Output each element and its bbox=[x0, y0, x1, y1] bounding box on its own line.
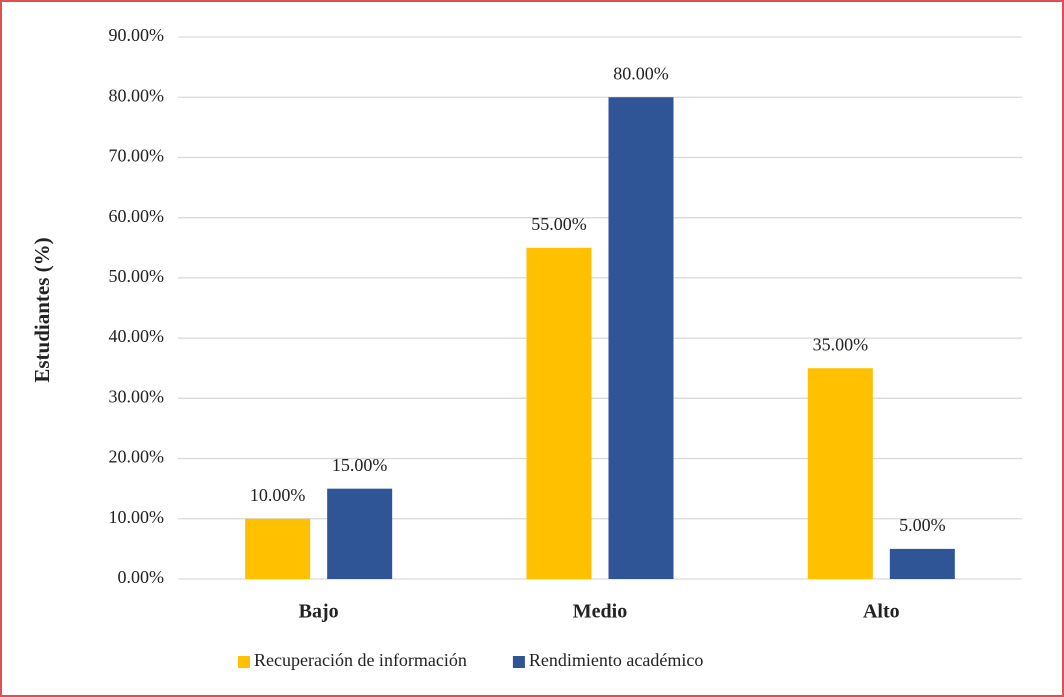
y-axis-title: Estudiantes (%) bbox=[30, 237, 54, 382]
data-label: 35.00% bbox=[813, 334, 869, 354]
bar bbox=[526, 247, 592, 579]
data-label: 5.00% bbox=[899, 515, 946, 535]
y-tick-label: 50.00% bbox=[109, 266, 165, 286]
bar bbox=[889, 548, 955, 579]
data-label: 10.00% bbox=[250, 485, 306, 505]
y-tick-label: 80.00% bbox=[109, 85, 165, 105]
y-tick-label: 0.00% bbox=[118, 567, 165, 587]
data-label: 80.00% bbox=[613, 63, 669, 83]
x-tick-label: Alto bbox=[863, 601, 900, 623]
y-tick-label: 20.00% bbox=[109, 447, 165, 467]
legend-swatch bbox=[238, 656, 250, 668]
x-tick-label: Medio bbox=[573, 601, 627, 623]
y-tick-label: 40.00% bbox=[109, 326, 165, 346]
y-tick-label: 90.00% bbox=[109, 25, 165, 45]
y-tick-label: 60.00% bbox=[109, 206, 165, 226]
y-tick-label: 30.00% bbox=[109, 386, 165, 406]
y-tick-label: 70.00% bbox=[109, 146, 165, 166]
x-tick-label: Bajo bbox=[299, 601, 339, 623]
bar bbox=[245, 518, 311, 579]
legend-swatch bbox=[512, 656, 525, 668]
data-label: 55.00% bbox=[531, 214, 587, 234]
legend-label: Recuperación de información bbox=[254, 650, 467, 670]
data-label: 15.00% bbox=[332, 455, 388, 475]
bar bbox=[327, 488, 393, 579]
bar bbox=[807, 368, 873, 579]
bar bbox=[608, 97, 674, 579]
legend-label: Rendimiento académico bbox=[529, 650, 703, 670]
y-tick-label: 10.00% bbox=[109, 507, 165, 527]
